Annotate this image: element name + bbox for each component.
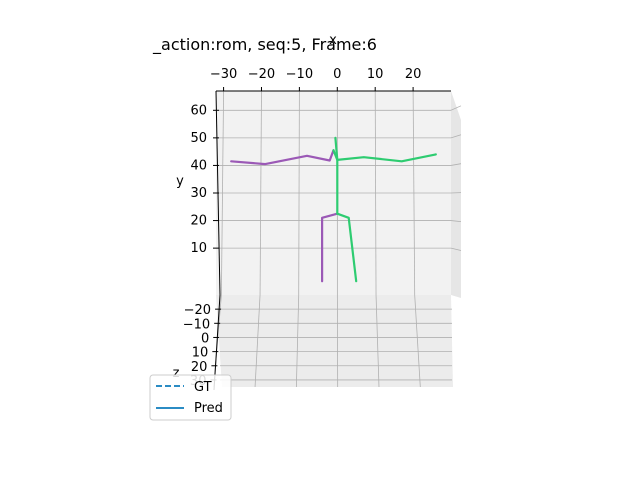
x-ticks: −30 −20 −10 0 10 20 [210,67,422,91]
y-side-grid-line [450,105,462,111]
y-tick-label: 30 [190,186,207,201]
y-tick-label: 60 [190,103,207,118]
legend-pred-label: Pred [194,401,223,416]
x-tick-label: 0 [333,67,341,82]
chart-title: _action:rom, seq:5, Frame:6 [152,35,377,55]
x-floor-grid-line [375,294,380,388]
y-tick-label: 40 [190,158,207,173]
y-axis-label: y [176,174,184,189]
legend: GT Pred [149,374,232,421]
z-tick-label: −20 [184,303,211,318]
z-ticks: −20−100102030 [183,303,222,389]
z-axis-label: z [173,366,180,381]
skeleton-series [230,136,437,283]
y-side-grid-line [450,134,462,139]
y-tick-label: 50 [190,131,207,146]
x-floor-grid-line [414,294,421,388]
x-floor-grid-line [295,294,300,388]
z-tick-label: 10 [192,346,209,361]
z-tick-label: 20 [191,360,208,375]
y-tick-label: 20 [190,214,207,229]
x-tick-label: −30 [210,67,237,82]
x-tick-label: 10 [367,67,384,82]
y-side-grid-line [450,220,462,222]
series-right-leg [336,212,358,283]
x-tick-label: −10 [286,67,313,82]
x-tick-label: −20 [248,67,275,82]
z-tick-label: −10 [183,317,210,332]
series-spine [334,136,339,215]
floor-pane [216,295,453,387]
legend-gt-label: GT [194,380,212,395]
x-floor-grid-line [254,294,261,388]
series-left-leg [321,212,339,283]
x-tick-label: 20 [405,67,422,82]
side-pane [451,91,461,298]
y-ticks: 10 20 30 40 50 60 [190,103,219,256]
series-left-arm [230,149,335,166]
y-side-grid-line [450,163,462,166]
y-side-grid-line [450,247,462,251]
y-tick-label: 10 [190,241,207,256]
x-axis-label: x [329,33,337,48]
z-tick-label: 0 [201,331,209,346]
z-axis-line [213,294,221,391]
